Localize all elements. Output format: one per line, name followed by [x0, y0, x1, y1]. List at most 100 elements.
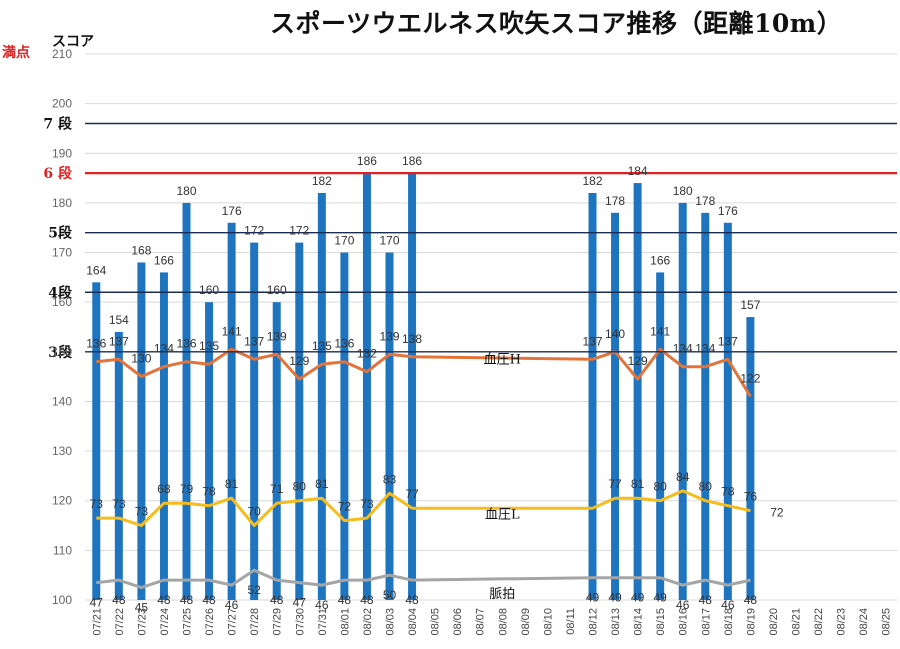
- x-tick-label: 08/20: [768, 608, 780, 636]
- x-tick-label: 07/22: [114, 608, 126, 636]
- reference-label: 3段: [48, 344, 72, 361]
- score-bar: [746, 317, 755, 600]
- x-tick-label: 08/12: [588, 608, 600, 636]
- bp-high-label: 135: [312, 339, 332, 353]
- bp-high-label: 137: [244, 334, 264, 348]
- bar-value-label: 164: [86, 263, 106, 277]
- x-tick-label: 08/05: [430, 608, 442, 636]
- x-tick-label: 08/10: [542, 608, 554, 636]
- bar-value-label: 166: [650, 253, 670, 267]
- bar-value-label: 182: [582, 174, 602, 188]
- bars: [92, 173, 755, 601]
- axes: 100 110 120 130 140 150 160 170 180 190 200 210 07/2…: [52, 47, 893, 636]
- bp-high-label: 136: [86, 337, 106, 351]
- score-bar: [408, 173, 417, 601]
- x-tick-label: 07/30: [294, 608, 306, 636]
- bp-high-label: 141: [650, 324, 670, 338]
- x-tick-label: 08/06: [452, 608, 464, 636]
- score-bar: [114, 331, 123, 600]
- bar-value-label: 160: [267, 283, 287, 297]
- series-name-label: 血圧L: [485, 508, 520, 523]
- bar-value-label: 157: [740, 298, 760, 312]
- bar-value-label: 180: [673, 184, 693, 198]
- x-tick-label: 08/17: [700, 608, 712, 636]
- bp-high-label: 138: [402, 332, 422, 346]
- bar-value-label: 176: [718, 204, 738, 218]
- y-tick-label: 180: [52, 196, 72, 210]
- reference-label: 7 段: [43, 115, 72, 132]
- y-tick-label: 100: [52, 593, 72, 607]
- score-bar: [159, 272, 168, 600]
- x-tick-label: 08/04: [407, 608, 419, 636]
- score-bar: [362, 173, 371, 601]
- x-tick-label: 08/03: [385, 608, 397, 636]
- pulse-label: 46: [225, 598, 239, 612]
- bar-value-label: 170: [334, 234, 354, 248]
- score-bar: [385, 252, 394, 600]
- x-tick-label: 07/26: [204, 608, 216, 636]
- bp-low-label: 79: [180, 482, 194, 496]
- bp-low-label: 72: [770, 506, 784, 520]
- pulse-label: 48: [112, 593, 126, 607]
- y-tick-label: 150: [52, 345, 72, 359]
- bp-high-label: 122: [740, 371, 760, 385]
- x-tick-label: 07/23: [136, 608, 148, 636]
- bp-low-label: 73: [135, 505, 149, 519]
- score-bar: [611, 212, 620, 600]
- bp-high-label: 139: [379, 329, 399, 343]
- reference-lines: 7 段 6 段 5段 4段 3段: [43, 115, 897, 361]
- bp-high-label: 135: [199, 339, 219, 353]
- bar-value-label: 176: [222, 204, 242, 218]
- x-tick-label: 08/23: [836, 608, 848, 636]
- score-bar: [678, 202, 687, 600]
- pulse-label: 47: [90, 596, 104, 610]
- x-tick-label: 08/07: [475, 608, 487, 636]
- bp-low-label: 68: [157, 482, 171, 496]
- series-line: [96, 568, 751, 590]
- score-bar: [182, 202, 191, 600]
- bar-value-label: 184: [628, 164, 648, 178]
- score-bar: [656, 272, 665, 600]
- bp-low-label: 80: [699, 480, 713, 494]
- bp-low-label: 81: [315, 477, 329, 491]
- x-tick-label: 07/21: [91, 608, 103, 636]
- pulse-label: 48: [202, 593, 216, 607]
- bp-low-label: 70: [247, 505, 261, 519]
- x-tick-label: 08/16: [678, 608, 690, 636]
- pulse-label: 47: [293, 596, 307, 610]
- y-tick-label: 110: [53, 543, 72, 557]
- x-tick-label: 08/14: [633, 608, 645, 636]
- bar-value-label: 170: [379, 234, 399, 248]
- bar-value-label: 172: [289, 224, 309, 238]
- y-tick-label: 200: [52, 97, 72, 111]
- x-tick-label: 07/31: [317, 608, 329, 636]
- bp-high-label: 139: [267, 329, 287, 343]
- score-bar: [633, 183, 642, 600]
- bp-high-label: 134: [695, 342, 715, 356]
- x-tick-label: 08/18: [723, 608, 735, 636]
- pulse-label: 48: [699, 593, 713, 607]
- bp-high-label: 137: [582, 334, 602, 348]
- bp-low-label: 77: [405, 487, 419, 501]
- x-tick-label: 08/09: [520, 608, 532, 636]
- series-name-label: 脈拍: [489, 587, 515, 602]
- y-tick-label: 210: [52, 47, 72, 61]
- bp-low-label: 81: [225, 477, 239, 491]
- score-bar: [205, 302, 214, 600]
- max-score-label: 満点: [2, 44, 30, 61]
- bar-value-label: 178: [605, 194, 625, 208]
- bar-value-label: 172: [244, 224, 264, 238]
- bp-high-label: 136: [176, 337, 196, 351]
- pulse-label: 48: [157, 593, 171, 607]
- bar-value-label: 186: [402, 154, 422, 168]
- x-tick-label: 08/08: [497, 608, 509, 636]
- score-bar: [340, 252, 349, 600]
- x-tick-label: 08/25: [881, 608, 893, 636]
- bp-low-label: 81: [631, 477, 645, 491]
- x-tick-label: 08/21: [791, 608, 803, 636]
- reference-label: 4段: [48, 284, 72, 301]
- x-tick-label: 07/24: [159, 608, 171, 636]
- pulse-label: 50: [383, 588, 397, 602]
- bp-high-label: 137: [718, 334, 738, 348]
